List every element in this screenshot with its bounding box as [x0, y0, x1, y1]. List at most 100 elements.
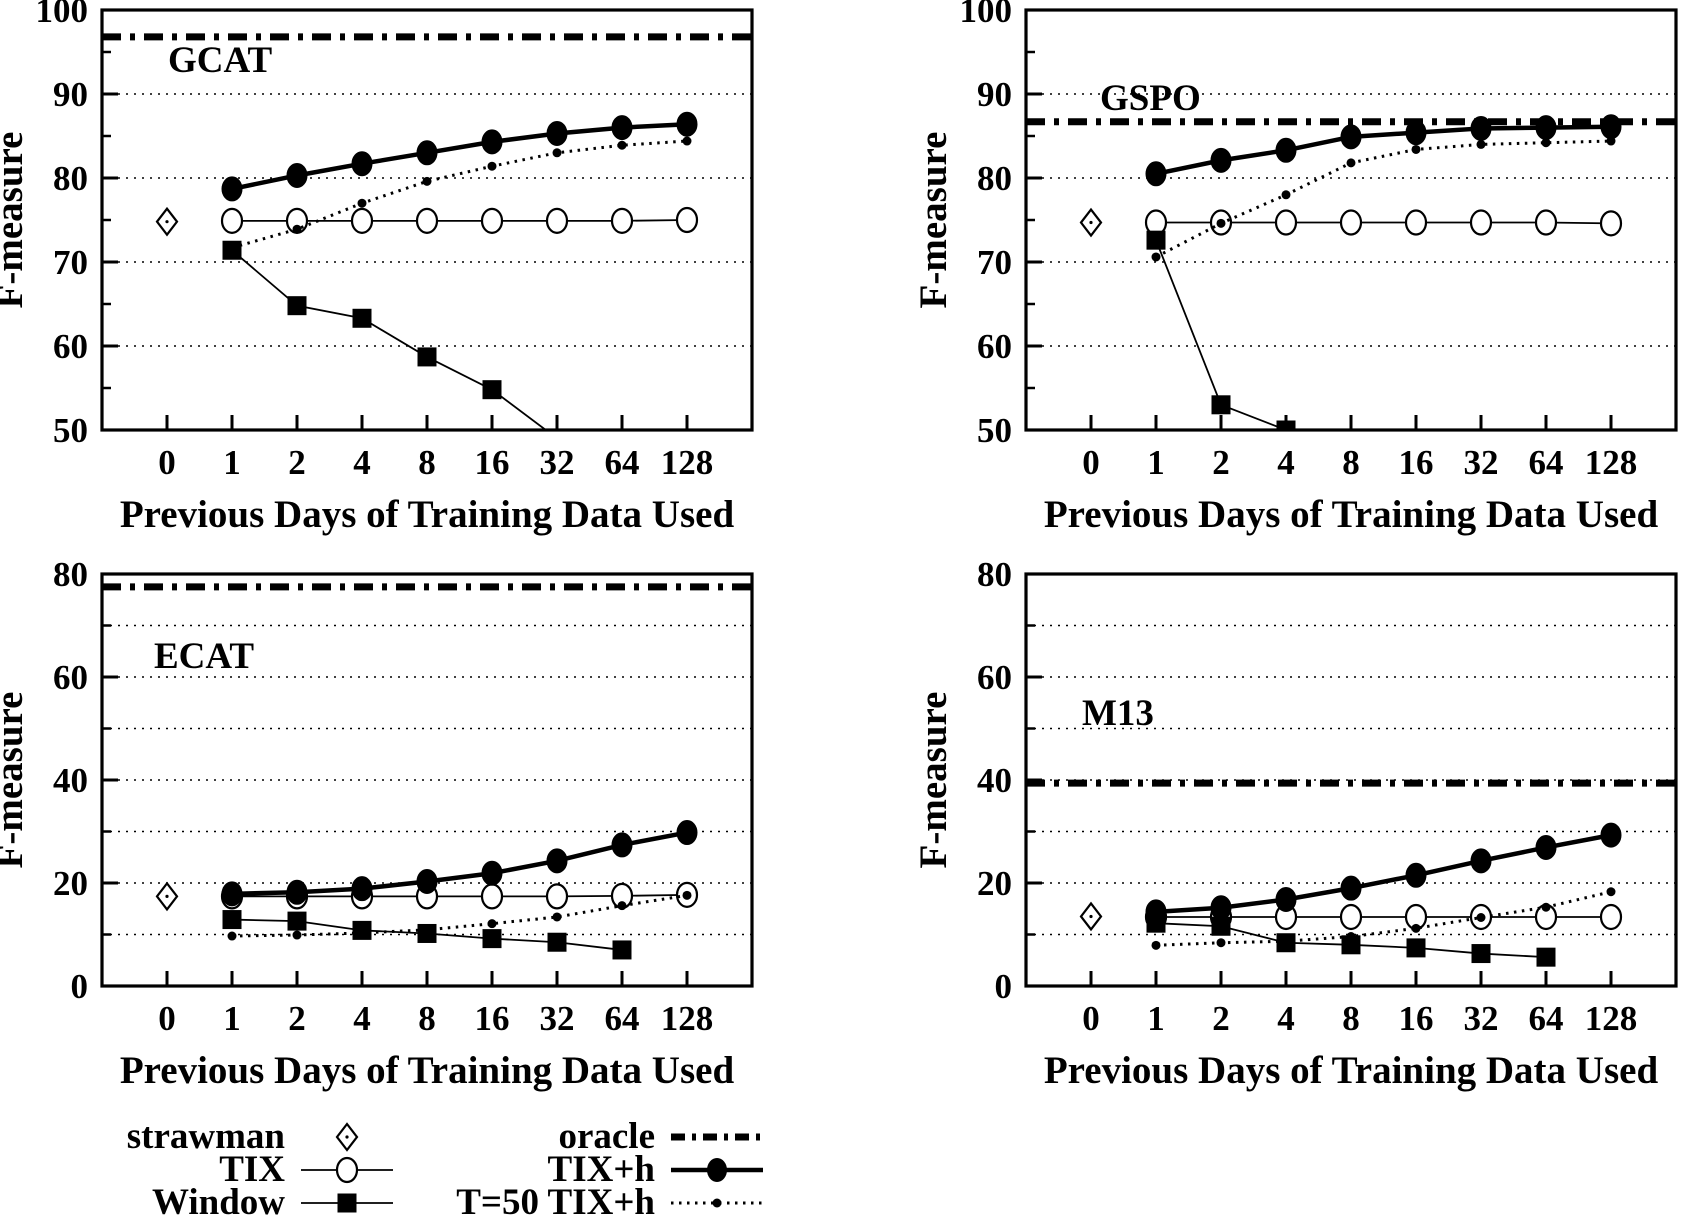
svg-text:16: 16: [1399, 443, 1434, 482]
svg-text:128: 128: [1585, 999, 1638, 1038]
svg-text:0: 0: [1082, 999, 1100, 1038]
svg-text:90: 90: [53, 75, 88, 114]
svg-text:128: 128: [1585, 443, 1638, 482]
gspo-x-axis-title: Previous Days of Training Data Used: [1044, 493, 1659, 536]
panel-m13: 0 20 40 60 80 0 1 2 4 8 16 32 64 128 Previous Days of …: [912, 555, 1678, 1092]
gcat-ticks: [102, 8, 689, 432]
svg-text:0: 0: [158, 999, 176, 1038]
svg-text:100: 100: [36, 0, 89, 30]
gcat-series-window: [222, 240, 567, 430]
svg-text:8: 8: [1342, 443, 1360, 482]
gspo-series: [1026, 114, 1676, 430]
svg-text:60: 60: [53, 327, 88, 366]
svg-text:20: 20: [977, 864, 1012, 903]
ecat-series-t-50-tix-h: [227, 890, 692, 941]
m13-x-axis-title: Previous Days of Training Data Used: [1044, 1049, 1659, 1092]
svg-text:2: 2: [288, 443, 306, 482]
gcat-y-axis-title: F-measure: [0, 132, 31, 309]
legend-sample-t50-tix-h-icon: [671, 1198, 763, 1208]
panel-gcat: 50 60 70 80 90 100 0 1 2 4 8 16 32 64 128 Previous Days…: [0, 0, 754, 536]
svg-text:32: 32: [1464, 443, 1499, 482]
svg-text:128: 128: [661, 999, 714, 1038]
gspo-series-window: [1146, 230, 1296, 430]
ecat-series-window: [222, 910, 632, 960]
svg-text:1: 1: [223, 999, 241, 1038]
gcat-x-axis-title: Previous Days of Training Data Used: [120, 493, 735, 536]
legend-label-strawman: strawman: [126, 1116, 285, 1157]
m13-series-strawman: [1079, 901, 1103, 932]
legend-sample-tix-h-icon: [671, 1158, 763, 1182]
svg-text:80: 80: [53, 555, 88, 594]
svg-text:0: 0: [158, 443, 176, 482]
svg-text:4: 4: [1277, 443, 1295, 482]
ecat-ticks: [102, 572, 689, 988]
svg-text:1: 1: [223, 443, 241, 482]
svg-text:100: 100: [960, 0, 1013, 30]
legend-sample-tix-icon: [301, 1156, 393, 1184]
gspo-series-tix: [1144, 209, 1623, 237]
gcat-series-tix-h: [221, 111, 698, 202]
gspo-ticks: [1026, 8, 1613, 432]
svg-text:8: 8: [418, 443, 436, 482]
svg-text:16: 16: [475, 443, 510, 482]
svg-text:80: 80: [977, 555, 1012, 594]
ecat-x-axis-title: Previous Days of Training Data Used: [120, 1049, 735, 1092]
panel-ecat: 0 20 40 60 80 0 1 2 4 8 16 32 64 128 Previous Days of …: [0, 555, 754, 1092]
ecat-series-strawman: [155, 881, 179, 912]
legend-sample-oracle-icon: [671, 1133, 763, 1141]
m13-x-tick-labels: 0 1 2 4 8 16 32 64 128: [1082, 999, 1637, 1038]
svg-text:0: 0: [995, 967, 1013, 1006]
gspo-series-strawman: [1079, 207, 1103, 238]
ecat-series: [102, 583, 752, 960]
gcat-series-strawman: [155, 206, 179, 237]
legend-sample-window-icon: [301, 1193, 393, 1213]
m13-panel-title: M13: [1082, 693, 1154, 734]
svg-text:8: 8: [1342, 999, 1360, 1038]
svg-text:64: 64: [1529, 443, 1564, 482]
legend-label-oracle: oracle: [558, 1116, 655, 1157]
m13-series-window: [1146, 913, 1556, 967]
ecat-panel-title: ECAT: [154, 636, 254, 677]
ecat-series-tix-h: [221, 820, 698, 907]
svg-text:32: 32: [540, 999, 575, 1038]
svg-text:70: 70: [53, 243, 88, 282]
svg-text:4: 4: [353, 999, 371, 1038]
legend-label-window: Window: [152, 1182, 285, 1223]
gcat-x-tick-labels: 0 1 2 4 8 16 32 64 128: [158, 443, 713, 482]
svg-text:50: 50: [53, 411, 88, 450]
m13-series-tix-h: [1145, 822, 1622, 925]
svg-text:60: 60: [53, 658, 88, 697]
svg-text:20: 20: [53, 864, 88, 903]
m13-ticks: [1026, 572, 1613, 988]
gcat-panel-title: GCAT: [168, 40, 272, 81]
svg-text:4: 4: [1277, 999, 1295, 1038]
svg-text:2: 2: [288, 999, 306, 1038]
svg-text:40: 40: [977, 761, 1012, 800]
svg-text:64: 64: [605, 999, 640, 1038]
ecat-y-axis-title: F-measure: [0, 692, 31, 869]
svg-text:32: 32: [540, 443, 575, 482]
gcat-series-tix: [220, 206, 699, 234]
svg-text:2: 2: [1212, 443, 1230, 482]
m13-y-tick-labels: 0 20 40 60 80: [977, 555, 1012, 1006]
gspo-panel-title: GSPO: [1100, 78, 1201, 119]
m13-series-t-50-tix-h: [1151, 887, 1616, 950]
ecat-y-tick-labels: 0 20 40 60 80: [53, 555, 88, 1006]
gcat-series: [102, 33, 752, 430]
svg-text:80: 80: [977, 159, 1012, 198]
svg-text:128: 128: [661, 443, 714, 482]
panel-gspo: 50 60 70 80 90 100 0 1 2 4 8 16 32 64 128 Previous Days…: [912, 0, 1678, 536]
svg-text:64: 64: [605, 443, 640, 482]
gspo-y-axis-title: F-measure: [912, 132, 955, 309]
legend-label-tix-h: TIX+h: [547, 1149, 655, 1190]
svg-text:40: 40: [53, 761, 88, 800]
gcat-y-tick-labels: 50 60 70 80 90 100: [36, 0, 89, 450]
gspo-y-tick-labels: 50 60 70 80 90 100: [960, 0, 1013, 450]
svg-text:90: 90: [977, 75, 1012, 114]
legend-label-t50-tix-h: T=50 TIX+h: [456, 1182, 655, 1223]
svg-text:1: 1: [1147, 999, 1165, 1038]
svg-text:60: 60: [977, 658, 1012, 697]
legend-sample-strawman-icon: [335, 1122, 359, 1152]
gspo-x-tick-labels: 0 1 2 4 8 16 32 64 128: [1082, 443, 1637, 482]
